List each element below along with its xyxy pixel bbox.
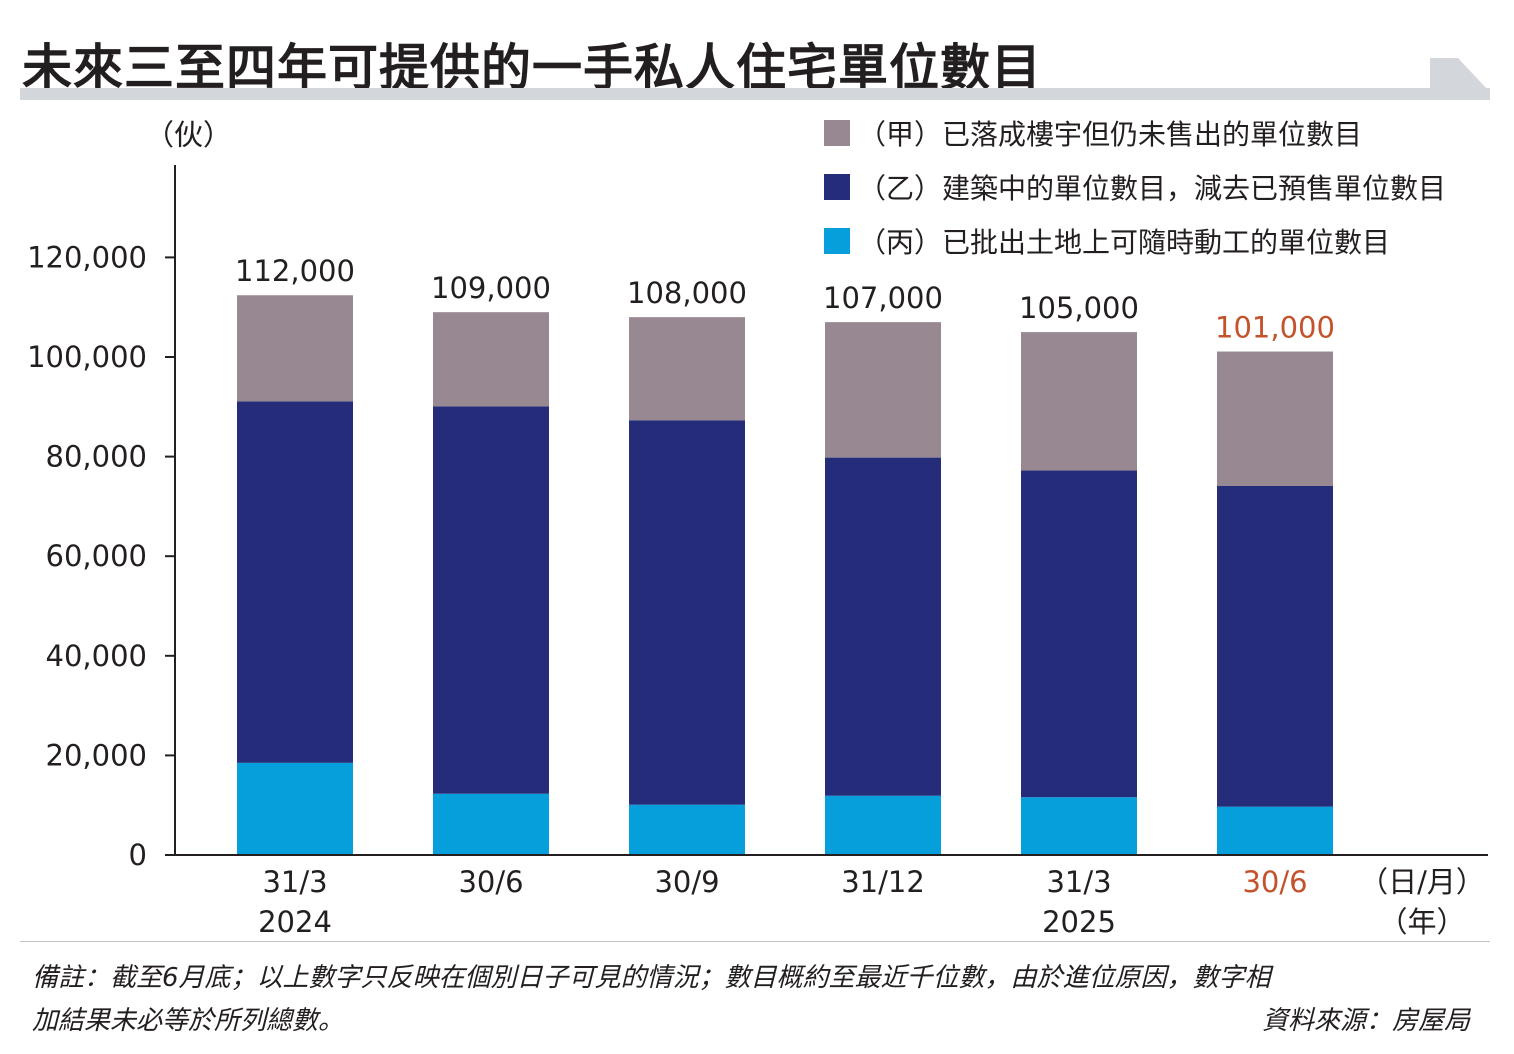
bar-segment-land (433, 793, 549, 855)
bar-segment-construction (1217, 485, 1333, 807)
x-axis-unit-label: （日/月） (1359, 865, 1485, 899)
bar-segment-completed (825, 322, 941, 458)
bar-segment-construction (433, 406, 549, 794)
y-tick-label: 80,000 (46, 440, 147, 474)
legend-label: （丙）已批出土地上可隨時動工的單位數目 (858, 226, 1390, 259)
bar-segment-land (629, 804, 745, 855)
footer-divider (20, 941, 1490, 942)
x-axis-year-unit-label: （年） (1378, 905, 1465, 939)
bar-segment-construction (629, 420, 745, 805)
x-year-label: 2025 (1042, 905, 1116, 939)
data-source: 資料來源：房屋局 (1261, 1006, 1470, 1036)
bar-segment-land (1021, 797, 1137, 855)
y-tick-label: 60,000 (46, 539, 147, 573)
legend-swatch (824, 174, 850, 200)
y-axis-unit-label: （伙） (145, 118, 232, 152)
bar-segment-land (825, 795, 941, 855)
x-year-label: 2024 (258, 905, 332, 939)
bar-segment-completed (237, 295, 353, 402)
bar-total-label: 112,000 (235, 254, 355, 288)
footnote-line-2: 加結果未必等於所列總數。 (32, 1006, 345, 1036)
bar-segment-construction (1021, 470, 1137, 798)
x-tick-label: 31/3 (1046, 865, 1111, 899)
x-tick-label: 31/3 (262, 865, 327, 899)
legend-label: （甲）已落成樓宇但仍未售出的單位數目 (858, 118, 1362, 151)
bar-total-label: 101,000 (1215, 311, 1335, 345)
bar-segment-land (1217, 806, 1333, 855)
bar-segment-completed (433, 312, 549, 407)
legend-label: （乙）建築中的單位數目，減去已預售單位數目 (858, 172, 1446, 205)
y-tick-label: 100,000 (27, 340, 147, 374)
bar-segment-completed (1021, 332, 1137, 471)
legend-swatch (824, 120, 850, 146)
bar-segment-construction (825, 457, 941, 796)
footnote-line-1: 備註：截至6月底；以上數字只反映在個別日子可見的情況；數目概約至最近千位數，由於… (32, 963, 1271, 993)
y-tick-label: 20,000 (46, 738, 147, 772)
x-tick-label: 31/12 (841, 865, 925, 899)
stacked-bar-chart: 0 20,000 40,000 60,000 80,000 100,000 120,000 （… (27, 118, 1488, 939)
x-tick-label: 30/9 (654, 865, 719, 899)
bar-segment-completed (629, 317, 745, 421)
y-tick-label: 120,000 (27, 240, 147, 274)
bar-total-label: 108,000 (627, 276, 747, 310)
x-tick-label: 30/6 (458, 865, 523, 899)
title-corner-accent (1430, 58, 1488, 90)
bar-segment-completed (1217, 351, 1333, 486)
bar-segment-construction (237, 401, 353, 763)
y-tick-label: 40,000 (46, 639, 147, 673)
x-tick-label: 30/6 (1242, 865, 1307, 899)
bar-segment-land (237, 762, 353, 855)
y-tick-label: 0 (129, 838, 147, 872)
bar-total-label: 109,000 (431, 271, 551, 305)
bar-total-label: 107,000 (823, 281, 943, 315)
title-underline-bar (20, 88, 1490, 100)
chart-title: 未來三至四年可提供的一手私人住宅單位數目 (22, 39, 1042, 97)
legend-swatch (824, 228, 850, 254)
bar-total-label: 105,000 (1019, 291, 1139, 325)
